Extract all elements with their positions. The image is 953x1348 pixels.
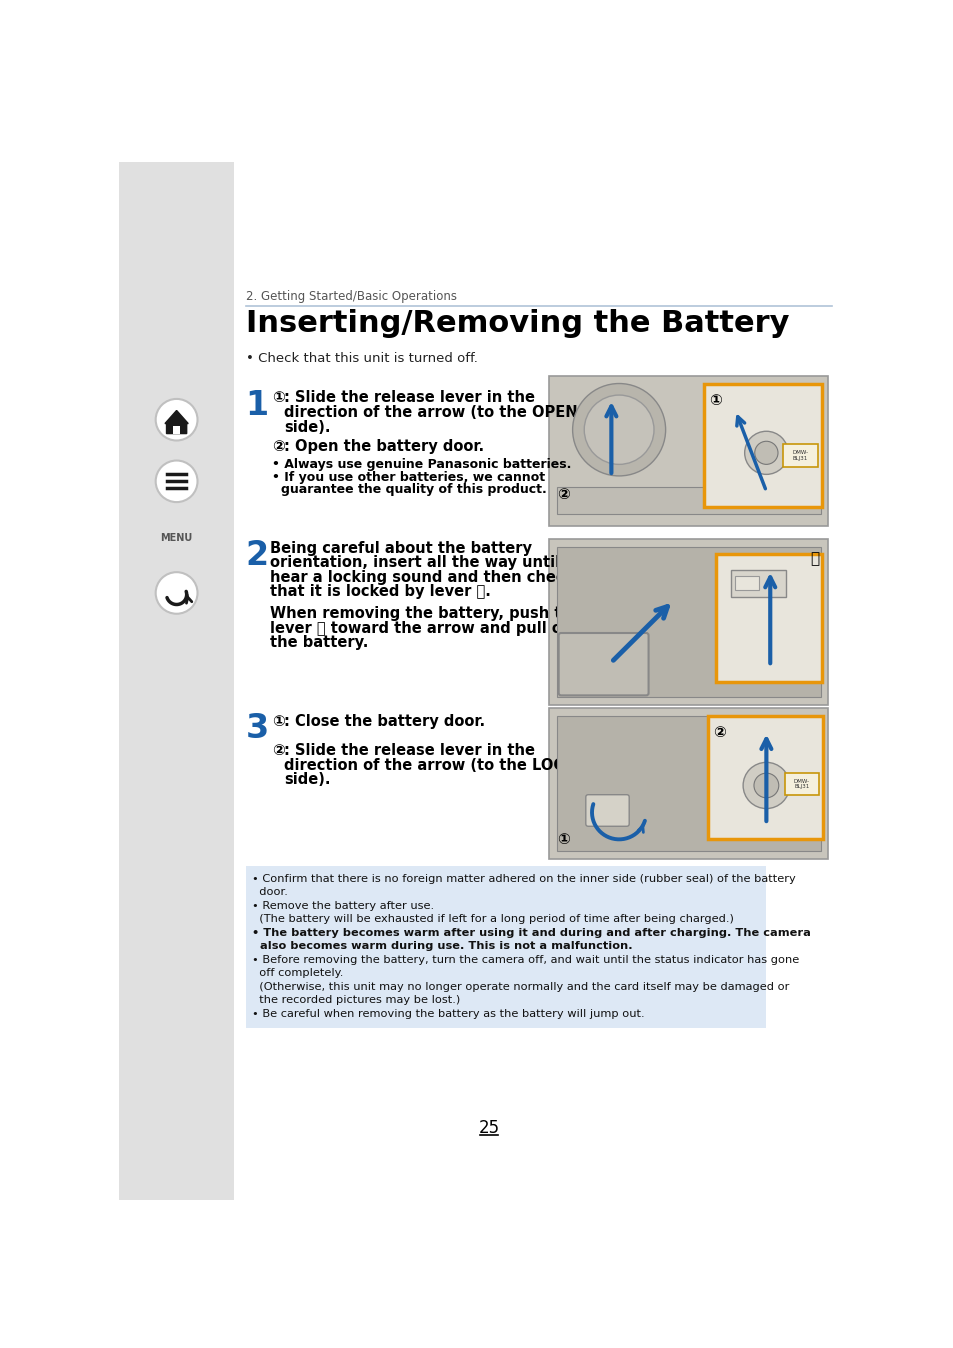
Text: : Open the battery door.: : Open the battery door. (284, 439, 484, 454)
Circle shape (744, 431, 787, 474)
Text: 3: 3 (245, 712, 269, 745)
Polygon shape (167, 412, 187, 434)
Circle shape (753, 774, 778, 798)
Text: ②: ② (712, 725, 725, 740)
Circle shape (742, 763, 789, 809)
Circle shape (583, 395, 654, 464)
Text: 25: 25 (477, 1119, 499, 1138)
Circle shape (155, 461, 197, 501)
FancyBboxPatch shape (703, 384, 821, 507)
FancyBboxPatch shape (549, 376, 827, 526)
Text: • Check that this unit is turned off.: • Check that this unit is turned off. (245, 352, 476, 364)
Text: DMW-
BLJ31: DMW- BLJ31 (792, 450, 808, 461)
FancyBboxPatch shape (585, 795, 629, 826)
FancyBboxPatch shape (549, 709, 827, 859)
Text: the recorded pictures may be lost.): the recorded pictures may be lost.) (252, 995, 459, 1006)
Text: ①: ① (272, 714, 285, 729)
Text: ①: ① (708, 392, 720, 407)
Text: • Remove the battery after use.: • Remove the battery after use. (252, 900, 434, 911)
Text: 2. Getting Started/Basic Operations: 2. Getting Started/Basic Operations (245, 290, 456, 303)
Text: side).: side). (284, 419, 331, 434)
Text: off completely.: off completely. (252, 968, 343, 979)
Text: direction of the arrow (to the LOCK: direction of the arrow (to the LOCK (284, 758, 576, 772)
FancyBboxPatch shape (172, 426, 180, 434)
FancyBboxPatch shape (557, 488, 820, 515)
Text: ②: ② (557, 488, 569, 503)
Text: DMW-
BLJ31: DMW- BLJ31 (793, 779, 809, 790)
FancyBboxPatch shape (731, 570, 785, 597)
Text: guarantee the quality of this product.: guarantee the quality of this product. (281, 483, 546, 496)
Text: ①: ① (557, 832, 569, 847)
Text: Ⓐ: Ⓐ (809, 551, 818, 566)
Text: : Slide the release lever in the: : Slide the release lever in the (284, 743, 535, 758)
Text: • If you use other batteries, we cannot: • If you use other batteries, we cannot (272, 470, 544, 484)
FancyBboxPatch shape (707, 716, 822, 840)
FancyBboxPatch shape (735, 576, 758, 590)
Text: lever Ⓐ toward the arrow and pull out: lever Ⓐ toward the arrow and pull out (270, 620, 579, 636)
Text: (Otherwise, this unit may no longer operate normally and the card itself may be : (Otherwise, this unit may no longer oper… (252, 981, 788, 992)
Text: orientation, insert all the way until you: orientation, insert all the way until yo… (270, 555, 595, 570)
Text: also becomes warm during use. This is not a malfunction.: also becomes warm during use. This is no… (252, 941, 632, 952)
Text: ②: ② (272, 439, 285, 454)
Text: : Close the battery door.: : Close the battery door. (284, 714, 485, 729)
Text: • Be careful when removing the battery as the battery will jump out.: • Be careful when removing the battery a… (252, 1008, 643, 1019)
FancyBboxPatch shape (557, 547, 820, 697)
FancyBboxPatch shape (245, 867, 765, 1029)
Circle shape (155, 572, 197, 613)
Polygon shape (165, 411, 188, 423)
FancyBboxPatch shape (716, 554, 821, 682)
FancyBboxPatch shape (549, 539, 827, 705)
Text: 2: 2 (245, 539, 269, 572)
Text: that it is locked by lever Ⓐ.: that it is locked by lever Ⓐ. (270, 585, 491, 600)
Text: the battery.: the battery. (270, 635, 369, 650)
Text: • Confirm that there is no foreign matter adhered on the inner side (rubber seal: • Confirm that there is no foreign matte… (252, 874, 795, 884)
Circle shape (572, 384, 665, 476)
FancyBboxPatch shape (781, 445, 818, 468)
Text: • Before removing the battery, turn the camera off, and wait until the status in: • Before removing the battery, turn the … (252, 954, 799, 965)
Circle shape (155, 399, 197, 441)
Circle shape (754, 441, 778, 464)
FancyBboxPatch shape (784, 774, 819, 795)
Text: : Slide the release lever in the: : Slide the release lever in the (284, 391, 535, 406)
Text: (The battery will be exhausted if left for a long period of time after being cha: (The battery will be exhausted if left f… (252, 914, 733, 925)
Text: direction of the arrow (to the OPEN: direction of the arrow (to the OPEN (284, 406, 578, 421)
Text: side).: side). (284, 772, 331, 787)
Text: MENU: MENU (160, 532, 193, 542)
Text: ②: ② (272, 743, 285, 758)
FancyBboxPatch shape (119, 162, 233, 1200)
FancyBboxPatch shape (557, 716, 820, 851)
FancyBboxPatch shape (558, 634, 648, 696)
Text: • Always use genuine Panasonic batteries.: • Always use genuine Panasonic batteries… (272, 458, 571, 472)
Text: • The battery becomes warm after using it and during and after charging. The cam: • The battery becomes warm after using i… (252, 927, 810, 938)
Text: ①: ① (272, 391, 285, 406)
Text: When removing the battery, push the: When removing the battery, push the (270, 607, 581, 621)
Text: hear a locking sound and then check: hear a locking sound and then check (270, 570, 574, 585)
Text: 1: 1 (245, 390, 269, 422)
Text: door.: door. (252, 887, 288, 898)
Text: Being careful about the battery: Being careful about the battery (270, 541, 532, 555)
Text: Inserting/Removing the Battery: Inserting/Removing the Battery (245, 309, 788, 338)
